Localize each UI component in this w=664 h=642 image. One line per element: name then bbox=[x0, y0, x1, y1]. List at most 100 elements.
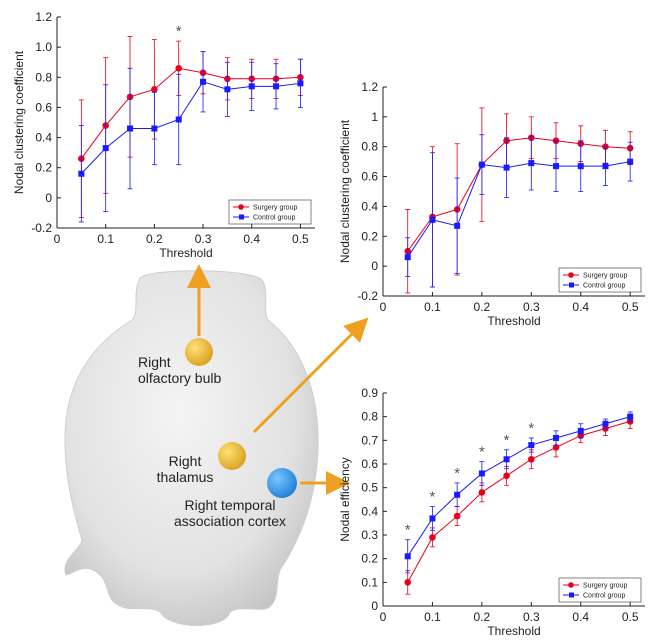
legend: Surgery group Control group bbox=[558, 267, 642, 293]
x-tick-label: 0.5 bbox=[292, 232, 309, 246]
legend-label: Surgery group bbox=[583, 583, 627, 590]
y-tick-label: 0.6 bbox=[35, 100, 52, 114]
x-tick-label: 0.4 bbox=[572, 300, 589, 314]
marker bbox=[528, 442, 535, 449]
marker bbox=[151, 86, 158, 93]
legend-marker bbox=[568, 582, 574, 588]
legend-marker bbox=[569, 282, 574, 288]
significance-mark: * bbox=[405, 522, 411, 539]
marker bbox=[224, 86, 231, 93]
x-tick-label: 0.5 bbox=[622, 300, 639, 314]
y-tick-label: 0.2 bbox=[361, 229, 378, 243]
marker bbox=[503, 164, 510, 171]
marker bbox=[429, 216, 436, 223]
marker bbox=[503, 472, 510, 480]
marker bbox=[175, 64, 182, 72]
series-line bbox=[407, 416, 631, 557]
significance-mark: * bbox=[454, 465, 460, 482]
region-label: thalamus bbox=[157, 469, 214, 485]
y-tick-label: 0.8 bbox=[35, 70, 52, 84]
series-line bbox=[407, 137, 631, 252]
marker bbox=[552, 444, 560, 451]
region-label: olfactory bulb bbox=[138, 370, 221, 386]
x-tick-label: 0.1 bbox=[424, 610, 441, 624]
x-tick-label: 0.3 bbox=[523, 300, 540, 314]
legend-label: Control group bbox=[583, 593, 626, 600]
x-axis-label: Threshold bbox=[159, 246, 212, 260]
region-label: Right temporal bbox=[184, 497, 275, 513]
legend-label: Control group bbox=[253, 215, 296, 222]
y-tick-label: 0.6 bbox=[361, 170, 378, 184]
legend-marker bbox=[568, 272, 574, 278]
y-axis-label: Nodal efficiency bbox=[338, 457, 352, 542]
marker bbox=[453, 512, 461, 520]
marker bbox=[627, 158, 634, 165]
chart: 0 0.1 0.2 0.3 0.4 0.5 0.6 0.7 0.8 0.9 0 0.1 0.2 0.3 0.… bbox=[338, 386, 645, 638]
significance-mark: * bbox=[479, 444, 485, 461]
brain-illustration bbox=[64, 264, 369, 626]
marker bbox=[528, 160, 535, 167]
y-tick-label: 0.3 bbox=[361, 528, 378, 542]
significance-mark: * bbox=[176, 23, 182, 40]
legend-box bbox=[558, 267, 642, 293]
y-tick-label: 0.6 bbox=[361, 457, 378, 471]
marker bbox=[175, 116, 182, 123]
y-tick-label: 0.2 bbox=[361, 552, 378, 566]
marker bbox=[553, 163, 560, 170]
x-tick-label: 0.1 bbox=[424, 300, 441, 314]
x-axis-label: Threshold bbox=[487, 624, 540, 637]
x-axis-label: Threshold bbox=[487, 314, 540, 328]
legend: Surgery group Control group bbox=[228, 199, 312, 225]
y-tick-label: 0.8 bbox=[361, 410, 378, 424]
legend: Surgery group Control group bbox=[558, 577, 642, 603]
olfactory-bulb-sphere bbox=[185, 338, 213, 366]
y-tick-label: 0 bbox=[45, 191, 52, 205]
marker bbox=[478, 489, 486, 496]
series-line bbox=[80, 81, 301, 175]
marker bbox=[200, 78, 207, 85]
y-tick-label: 0 bbox=[371, 599, 378, 613]
brain-shape bbox=[64, 270, 319, 626]
marker bbox=[602, 420, 609, 427]
marker bbox=[553, 434, 560, 441]
marker bbox=[102, 145, 109, 152]
y-tick-label: 0.2 bbox=[35, 161, 52, 175]
y-tick-label: -0.2 bbox=[357, 289, 378, 303]
marker bbox=[429, 534, 436, 541]
x-tick-label: 0.2 bbox=[474, 300, 491, 314]
y-tick-label: 0 bbox=[371, 259, 378, 273]
x-tick-label: 0.2 bbox=[474, 610, 491, 624]
marker bbox=[404, 254, 411, 261]
x-tick-label: 0.1 bbox=[97, 232, 114, 246]
marker bbox=[503, 456, 510, 463]
marker bbox=[577, 427, 584, 434]
marker bbox=[602, 163, 609, 170]
arrow bbox=[252, 317, 369, 434]
marker bbox=[528, 455, 535, 463]
y-tick-label: 1.0 bbox=[35, 40, 52, 54]
marker bbox=[454, 222, 461, 229]
marker bbox=[454, 491, 461, 498]
marker bbox=[478, 161, 485, 168]
significance-mark: * bbox=[430, 489, 436, 506]
legend-marker bbox=[569, 592, 574, 598]
legend-marker bbox=[239, 214, 244, 220]
region-label: association cortex bbox=[174, 513, 286, 529]
legend-box bbox=[228, 199, 312, 225]
y-tick-label: 1 bbox=[371, 110, 378, 124]
y-tick-label: 0.4 bbox=[361, 199, 378, 213]
marker bbox=[478, 470, 485, 477]
marker bbox=[151, 125, 158, 132]
series-line bbox=[407, 161, 631, 258]
legend-label: Surgery group bbox=[583, 273, 627, 280]
marker bbox=[404, 553, 411, 560]
legend-label: Surgery group bbox=[253, 205, 297, 212]
legend-label: Control group bbox=[583, 283, 626, 290]
temporal-cortex-sphere bbox=[267, 468, 297, 498]
marker bbox=[627, 413, 634, 420]
x-tick-label: 0 bbox=[380, 610, 387, 624]
marker bbox=[127, 125, 134, 132]
y-tick-label: 0.7 bbox=[361, 433, 378, 447]
chart: -0.200.20.40.60.81.01.20 0.1 0.2 0.3 0.4 0.5T… bbox=[12, 10, 315, 260]
